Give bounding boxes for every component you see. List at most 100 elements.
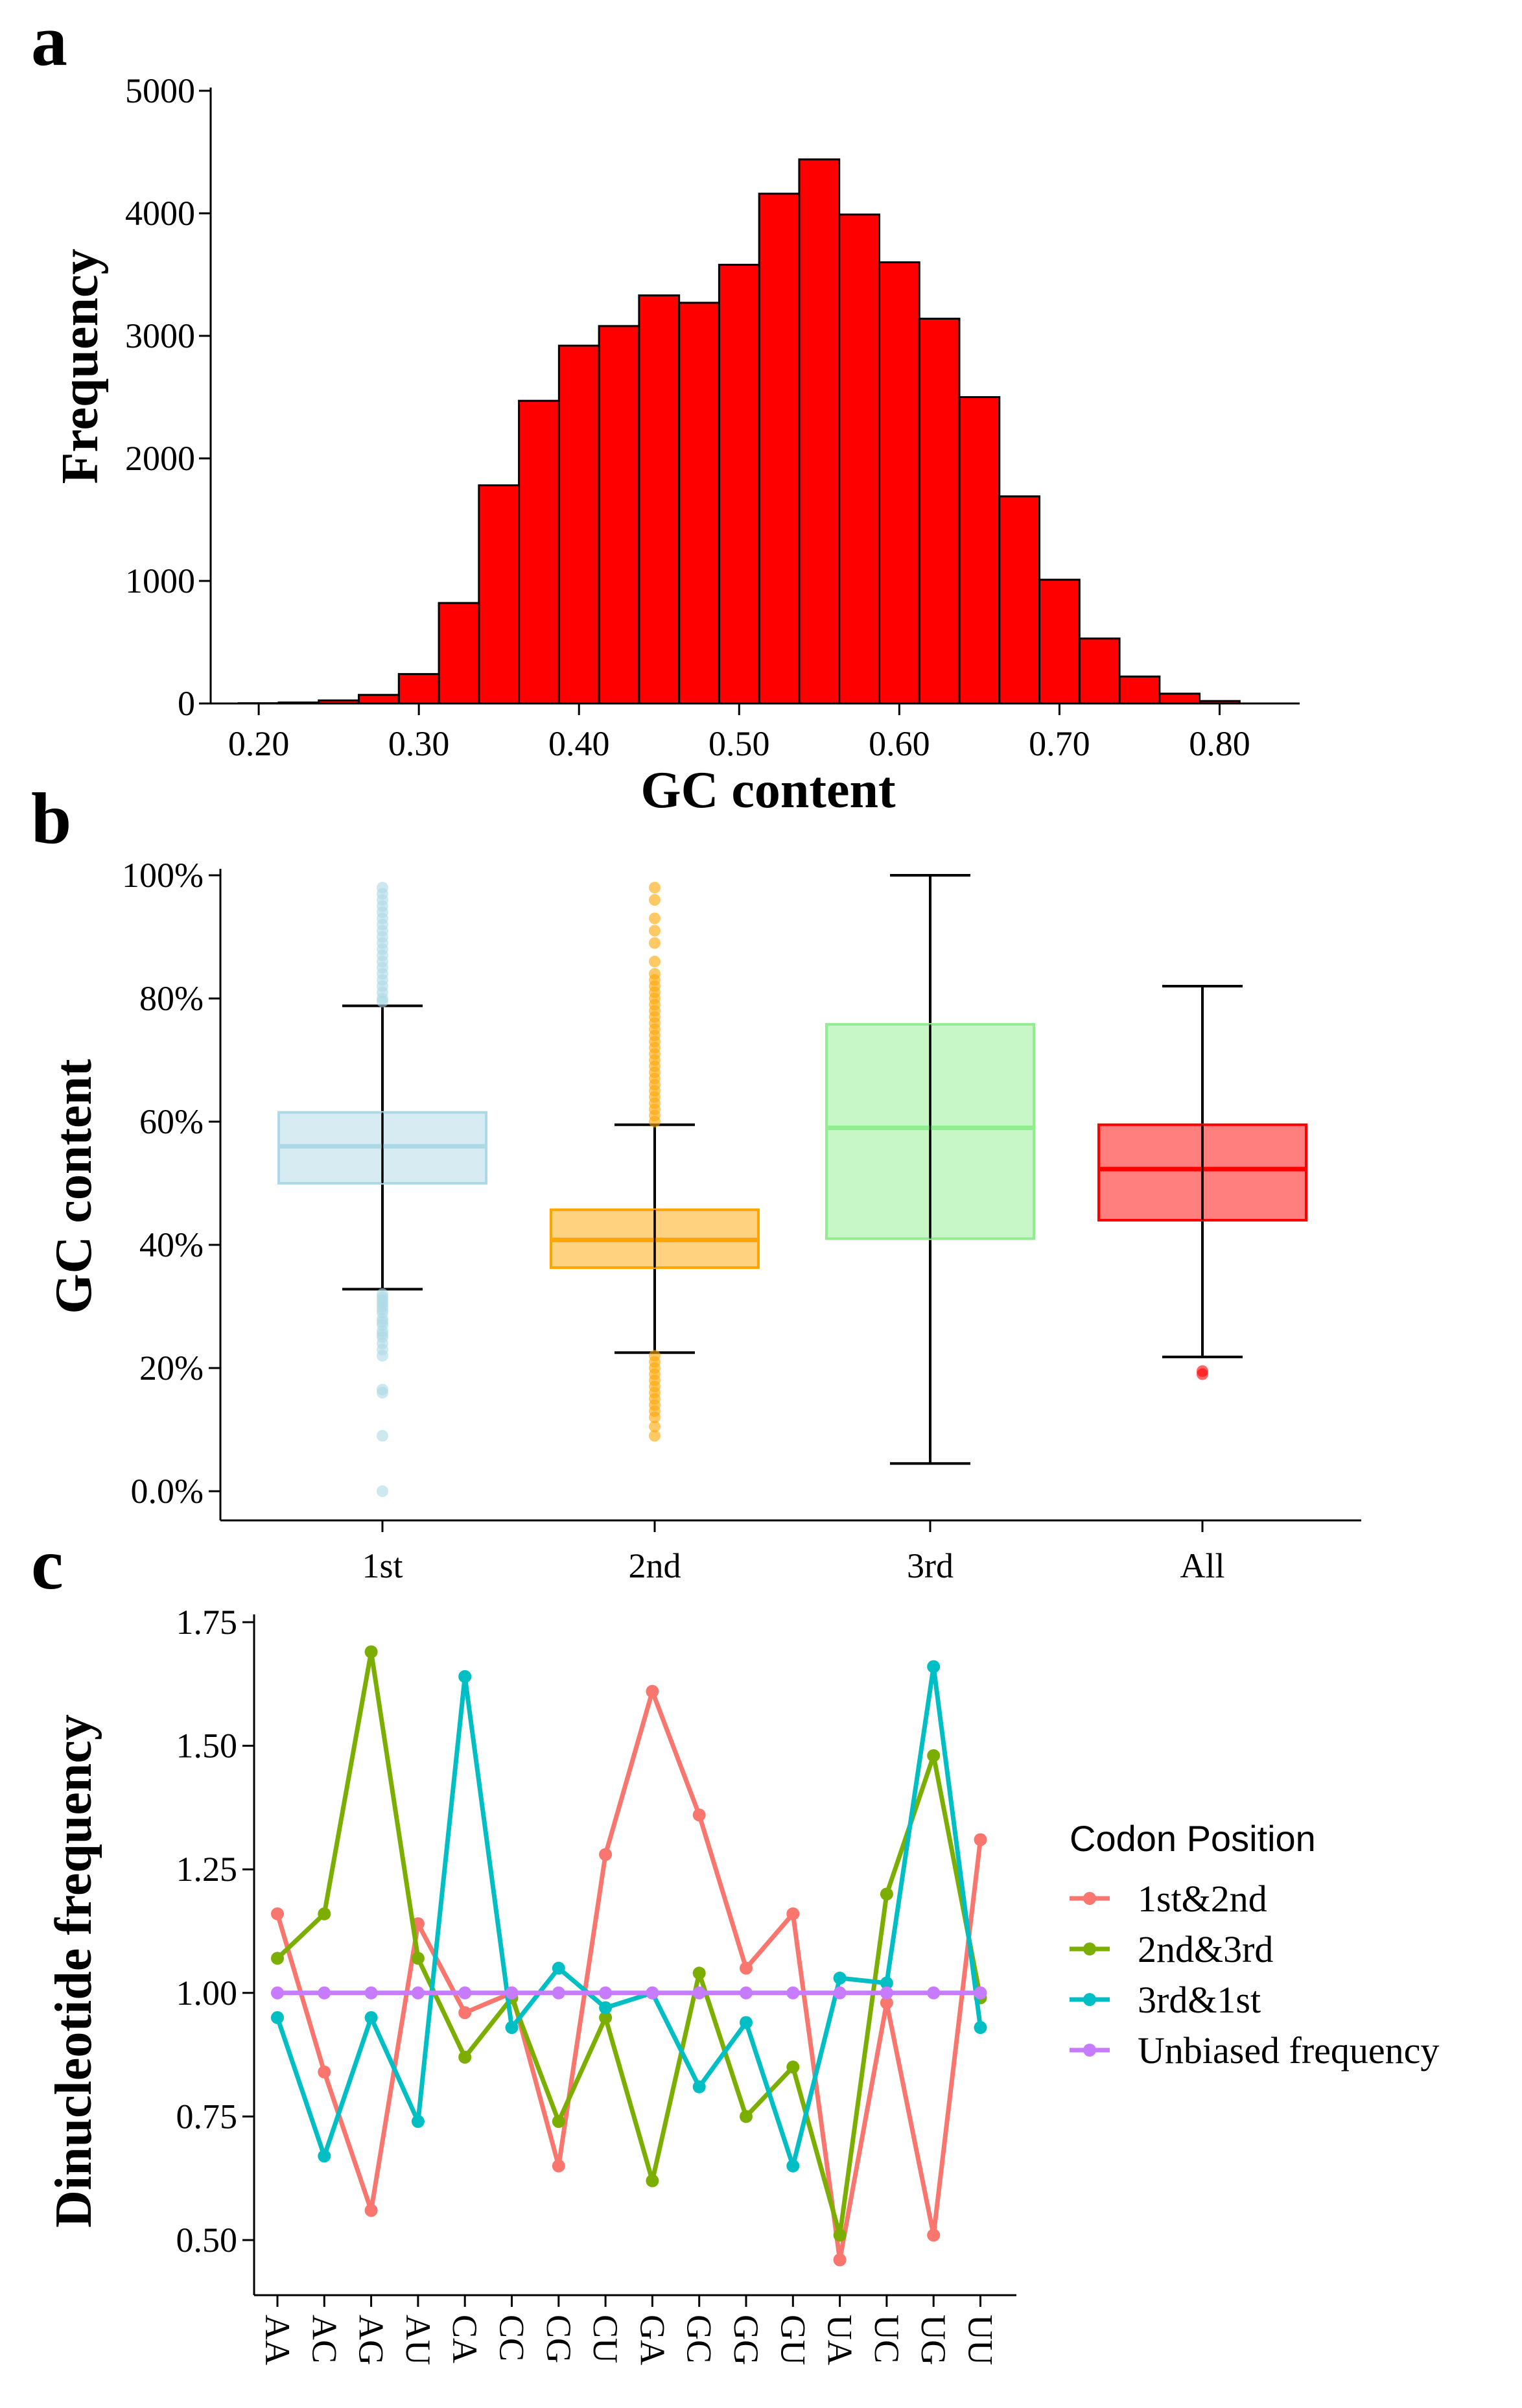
box-3rd — [825, 874, 1035, 1465]
boxplot-y-tick-label: 20% — [139, 1349, 204, 1387]
box-outlier — [1197, 1365, 1208, 1377]
line-chart-x-tick-label: UC — [867, 2315, 906, 2363]
box-all — [1097, 985, 1307, 1380]
series-point — [458, 1670, 472, 1683]
line-chart-x-tick-label: AC — [305, 2315, 344, 2363]
series-point — [927, 1749, 941, 1762]
legend-swatch-point — [1083, 1942, 1096, 1955]
series-point — [318, 2065, 331, 2079]
legend-swatch-point — [1083, 1993, 1096, 2006]
series-point — [271, 2011, 284, 2024]
box-outlier — [377, 1384, 388, 1396]
histogram-y-tick-label: 1000 — [125, 561, 195, 600]
series-point — [833, 2253, 847, 2267]
box-outlier — [649, 925, 661, 937]
boxplot-y-tick-label: 40% — [139, 1225, 204, 1264]
box-outlier — [649, 1350, 661, 1362]
histogram-bar — [598, 325, 640, 705]
boxplot-y-axis-title: GC content — [45, 1059, 102, 1314]
line-chart-x-tick-label: AU — [399, 2315, 438, 2365]
series-point — [740, 1961, 753, 1975]
line-chart-axes: 0.50 0.75 1.00 1.25 1.50 1.75 AA AC AG AU CA CC CG CU… — [176, 1603, 1016, 2365]
box-outlier — [649, 882, 661, 893]
histogram-bar — [438, 602, 480, 705]
box-outlier — [377, 1288, 388, 1300]
line-chart-x-tick-label: AG — [352, 2315, 391, 2365]
legend-item: 2nd&3rd — [1070, 1928, 1273, 1970]
series-point — [786, 1986, 800, 2000]
series-point — [974, 1833, 987, 1847]
series-point — [364, 1986, 378, 2000]
series-point — [927, 1986, 941, 2000]
box-outlier — [649, 1421, 661, 1433]
series-point — [740, 1986, 753, 2000]
line-chart-y-tick-label: 0.50 — [176, 2221, 238, 2260]
histogram-bar — [397, 673, 440, 705]
series-point — [646, 2174, 659, 2188]
line-chart-x-tick-label: AA — [258, 2315, 297, 2365]
histogram-bar — [918, 318, 961, 705]
line-chart-x-tick-label: GC — [680, 2315, 719, 2363]
legend-label: 2nd&3rd — [1138, 1928, 1273, 1970]
series-point — [786, 2060, 800, 2074]
legend-label: Unbiased frequency — [1138, 2029, 1439, 2072]
legend-item: Unbiased frequency — [1070, 2029, 1439, 2072]
box-outlier — [649, 968, 661, 980]
histogram-bar — [557, 344, 600, 705]
histogram-bar — [1158, 692, 1201, 705]
line-chart-y-tick-label: 1.00 — [176, 1974, 238, 2013]
boxplot-axes: 0.0% 20% 40% 60% 80% 100% 1st 2nd 3rd All — [122, 856, 1361, 1585]
box-2nd — [550, 882, 760, 1442]
histogram-bar — [518, 399, 560, 705]
histogram-bar — [798, 158, 841, 705]
series-point — [740, 2110, 753, 2123]
panel-letter-a: a — [31, 1, 67, 81]
histogram-y-tick-label: 5000 — [125, 71, 195, 110]
series-point — [927, 2228, 941, 2242]
series-point — [364, 2204, 378, 2217]
histogram-bar — [1118, 675, 1161, 705]
line-chart-x-tick-label: CG — [539, 2315, 578, 2363]
histogram-x-tick-label: 0.80 — [1189, 724, 1250, 763]
series-point — [927, 1660, 941, 1673]
line-chart-x-tick-label: GU — [773, 2315, 812, 2365]
panel-c-line-chart: 0.50 0.75 1.00 1.25 1.50 1.75 AA AC AG AU CA CC CG CU… — [45, 1603, 1439, 2365]
line-chart-x-tick-label: UG — [914, 2315, 953, 2365]
series-point — [880, 1976, 893, 1990]
histogram-bar — [718, 263, 760, 705]
series-point — [880, 1986, 893, 2000]
histogram-bar — [878, 261, 920, 705]
series-point — [364, 1645, 378, 1658]
series-point — [552, 2115, 565, 2129]
histogram-x-tick-label: 0.30 — [388, 724, 450, 763]
histogram-x-axis-title: GC content — [640, 762, 896, 819]
box-outlier — [377, 1485, 388, 1497]
histogram-bar — [1078, 637, 1121, 705]
boxplot-x-tick-label: 3rd — [907, 1546, 954, 1585]
histogram-y-tick-label: 2000 — [125, 439, 195, 478]
series-point — [411, 1952, 425, 1965]
legend-title: Codon Position — [1070, 1818, 1316, 1859]
box-outlier — [377, 882, 388, 893]
line-chart-x-tick-label: GG — [727, 2315, 766, 2365]
line-chart-series — [271, 1645, 987, 2267]
series-point — [458, 1986, 472, 2000]
box-outlier — [377, 1430, 388, 1442]
histogram-x-tick-label: 0.70 — [1029, 724, 1090, 763]
series-point — [833, 1971, 847, 1985]
histogram-y-tick-label: 4000 — [125, 194, 195, 233]
legend-label: 1st&2nd — [1138, 1878, 1267, 1920]
line-chart-y-tick-label: 1.50 — [176, 1727, 238, 1765]
series-point — [552, 1986, 565, 2000]
series-point — [880, 1996, 893, 2010]
histogram-x-tick-label: 0.20 — [228, 724, 290, 763]
legend-item: 1st&2nd — [1070, 1878, 1267, 1920]
boxplot-y-tick-label: 0.0% — [131, 1472, 204, 1511]
histogram-bar — [1038, 578, 1081, 705]
series-point — [271, 1986, 284, 2000]
series-point — [458, 2006, 472, 2020]
series-point — [411, 2115, 425, 2129]
line-chart-x-tick-label: UU — [961, 2315, 1000, 2365]
series-point — [833, 2228, 847, 2242]
